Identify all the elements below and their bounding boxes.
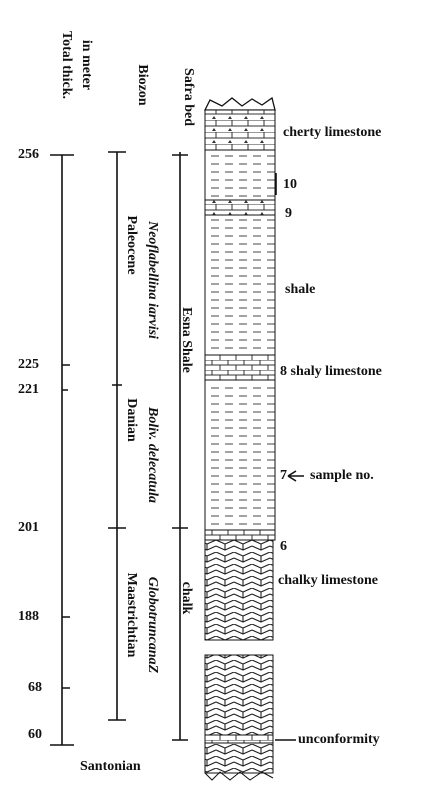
zone-line [108,152,126,720]
formation: Esna Shale [179,307,194,373]
lithology-label: shale [285,282,315,297]
sample-label: 9 [285,206,292,221]
sample-label: 6 [280,539,287,554]
depth-label: 201 [18,520,39,535]
depth-label: 60 [28,727,42,742]
sample-label: 10 [283,177,297,192]
stage: Maastrichtian [124,573,139,658]
depth-ticks [62,365,70,688]
lithology-label: unconformity [298,732,380,747]
header-unit: in meter [79,40,94,90]
sample-arrow [288,471,304,481]
lithology-label: chalky limestone [278,573,378,588]
column [205,98,275,780]
depth-label: 256 [18,147,39,162]
sample-caption: sample no. [310,468,374,483]
lithology-label: 8 shaly limestone [280,364,382,379]
header-thickness: Total thick. [59,31,74,99]
zone: Neoflabellina iarvisi [145,220,160,339]
zone: GlobotruncanaZ [145,577,160,674]
header-bed: Safra bed [181,68,196,126]
depth-label: 188 [18,609,39,624]
depth-label: 221 [18,382,39,397]
thickness-line [50,155,74,745]
base-label: Santonian [80,759,141,774]
zone: Boliv. delecatula [145,406,160,503]
sample-label: 7 [280,468,287,483]
stage: Danian [124,398,139,442]
header-biozone: Biozon [135,64,150,105]
formation: chalk [179,582,194,615]
stage: Paleocene [124,215,139,274]
lithology-label: cherty limestone [283,125,381,140]
depth-label: 225 [18,357,39,372]
formation-line [172,152,188,740]
depth-label: 68 [28,680,42,695]
strat-column: Total thick. in meter Biozon Safra bed 2… [0,0,445,785]
